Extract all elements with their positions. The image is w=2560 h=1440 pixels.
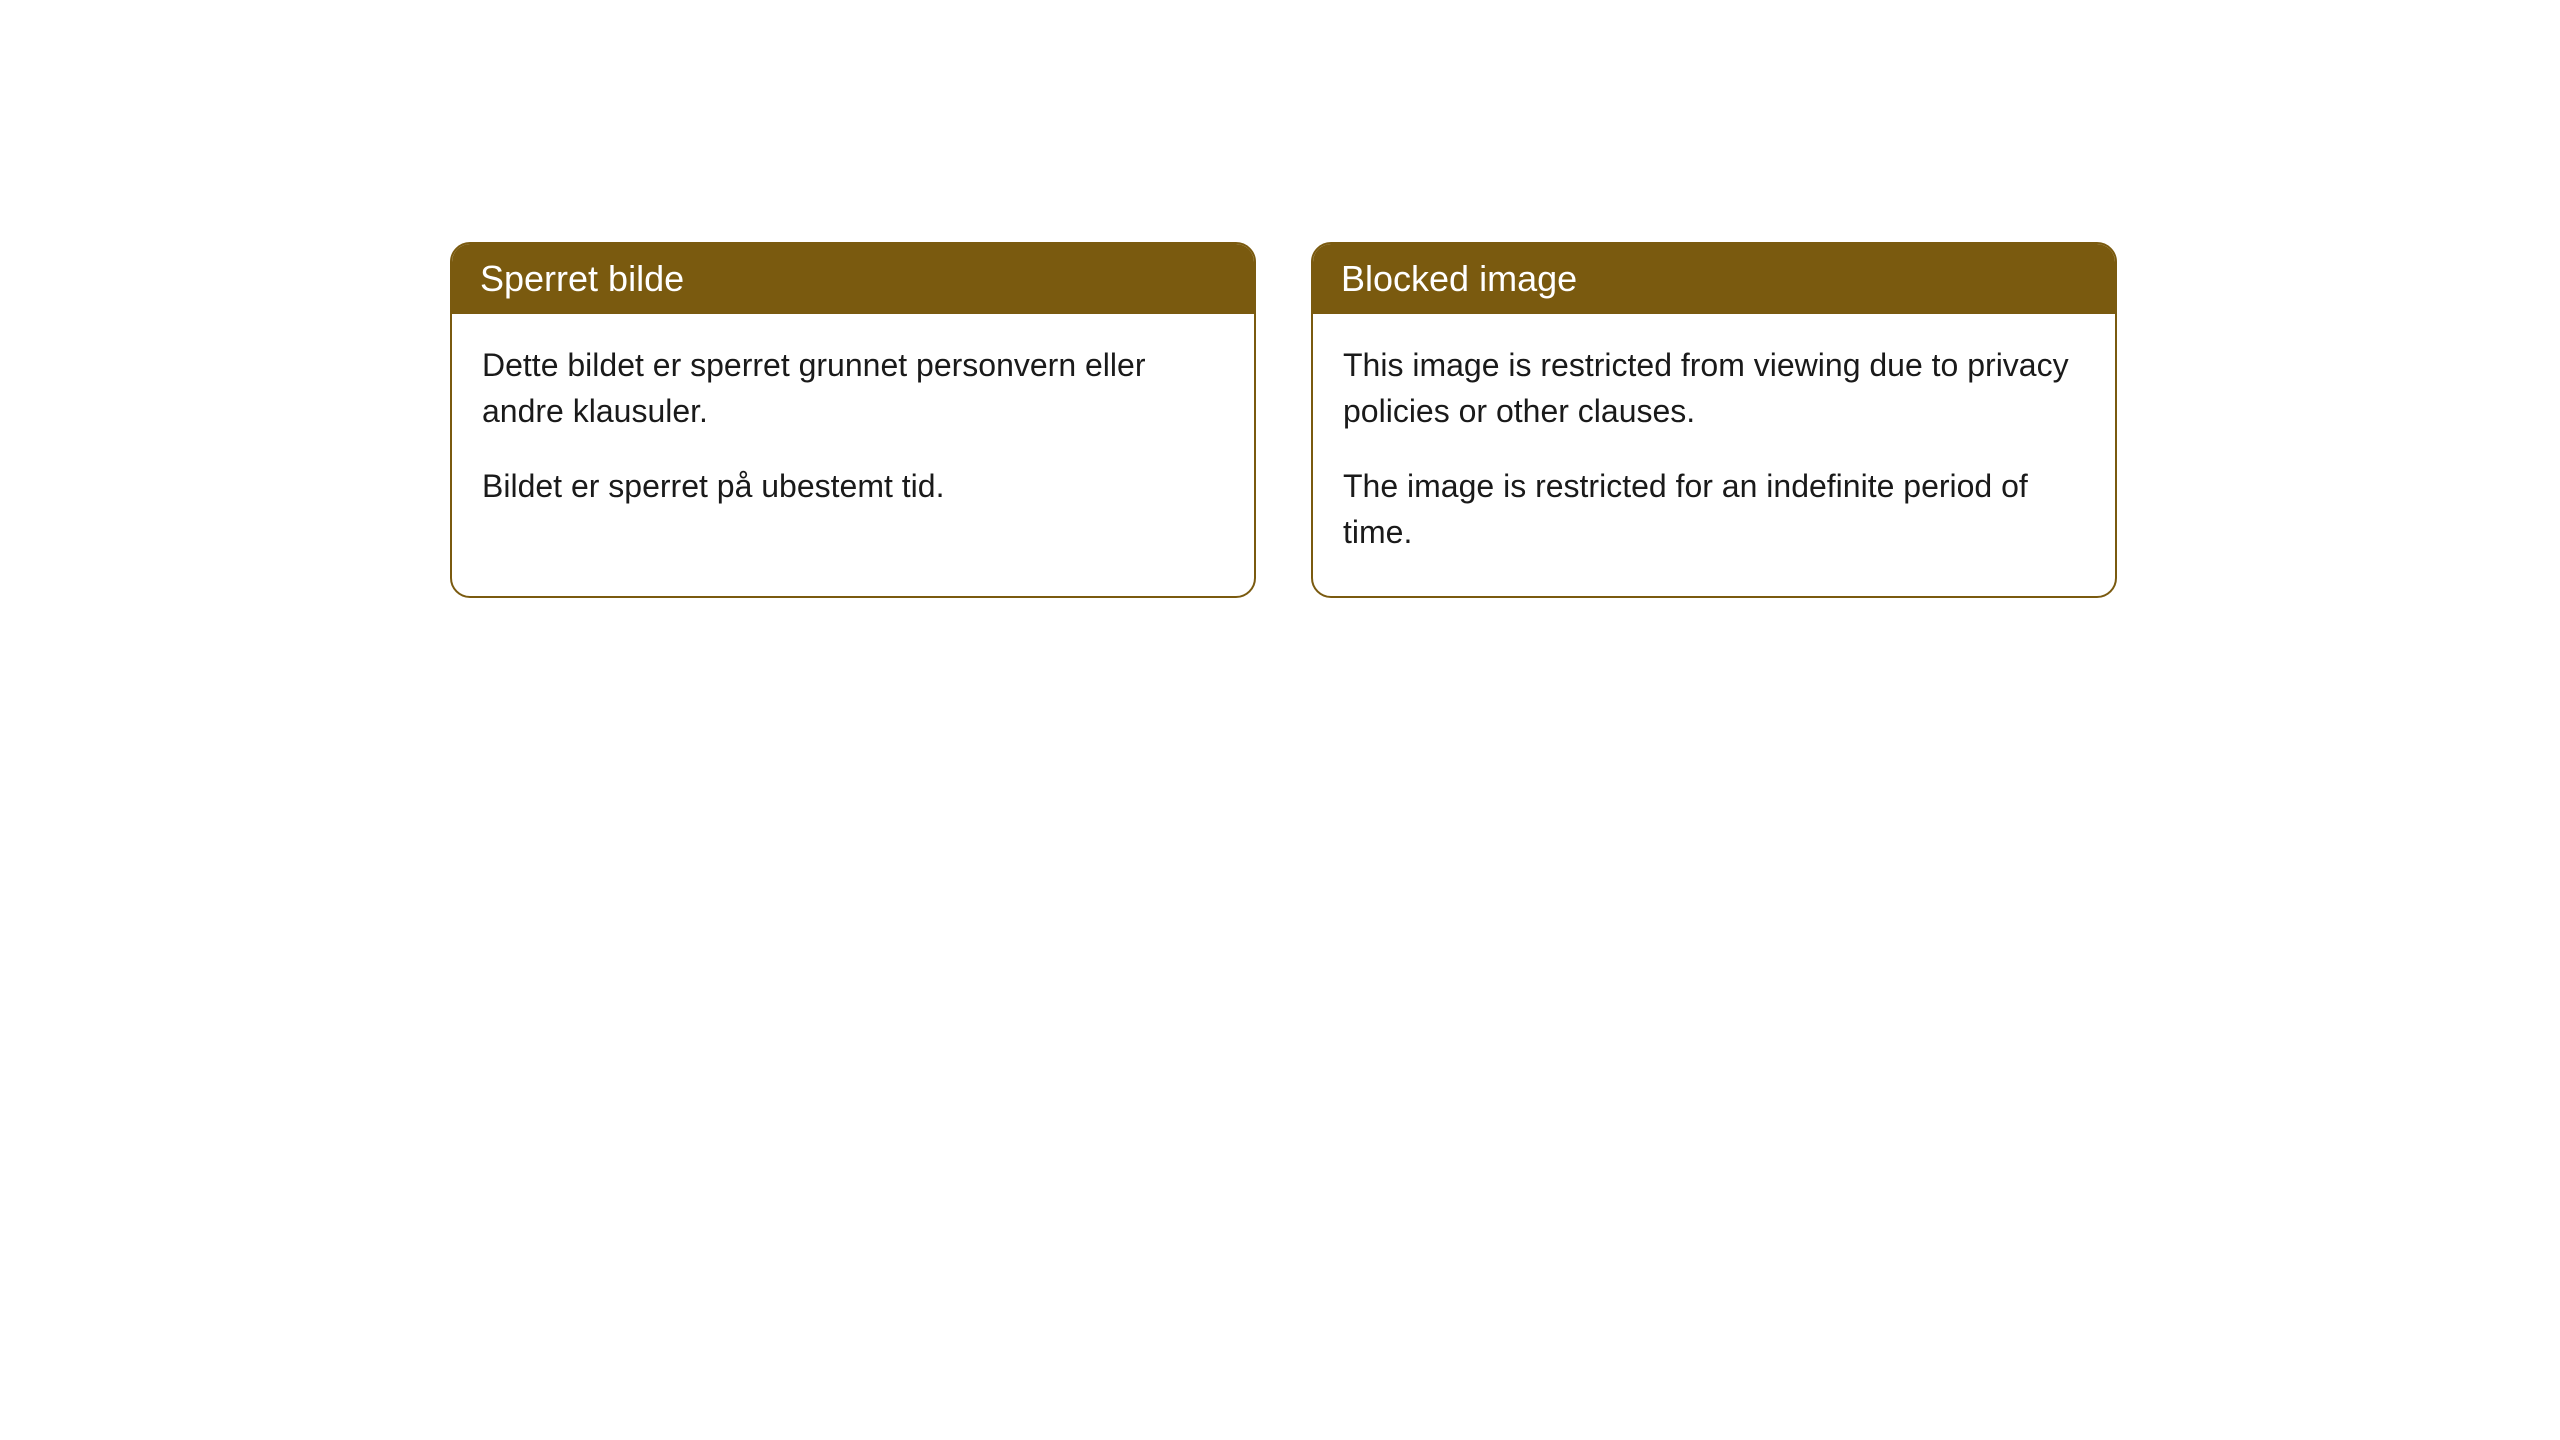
cards-container: Sperret bilde Dette bildet er sperret gr… — [450, 242, 2117, 598]
card-title: Sperret bilde — [480, 258, 684, 299]
card-body-english: This image is restricted from viewing du… — [1313, 314, 2115, 596]
card-english: Blocked image This image is restricted f… — [1311, 242, 2117, 598]
card-header-english: Blocked image — [1313, 244, 2115, 314]
card-norwegian: Sperret bilde Dette bildet er sperret gr… — [450, 242, 1256, 598]
card-header-norwegian: Sperret bilde — [452, 244, 1254, 314]
card-paragraph: Dette bildet er sperret grunnet personve… — [482, 342, 1224, 435]
card-title: Blocked image — [1341, 258, 1577, 299]
card-body-norwegian: Dette bildet er sperret grunnet personve… — [452, 314, 1254, 549]
card-paragraph: This image is restricted from viewing du… — [1343, 342, 2085, 435]
card-paragraph: Bildet er sperret på ubestemt tid. — [482, 463, 1224, 509]
card-paragraph: The image is restricted for an indefinit… — [1343, 463, 2085, 556]
